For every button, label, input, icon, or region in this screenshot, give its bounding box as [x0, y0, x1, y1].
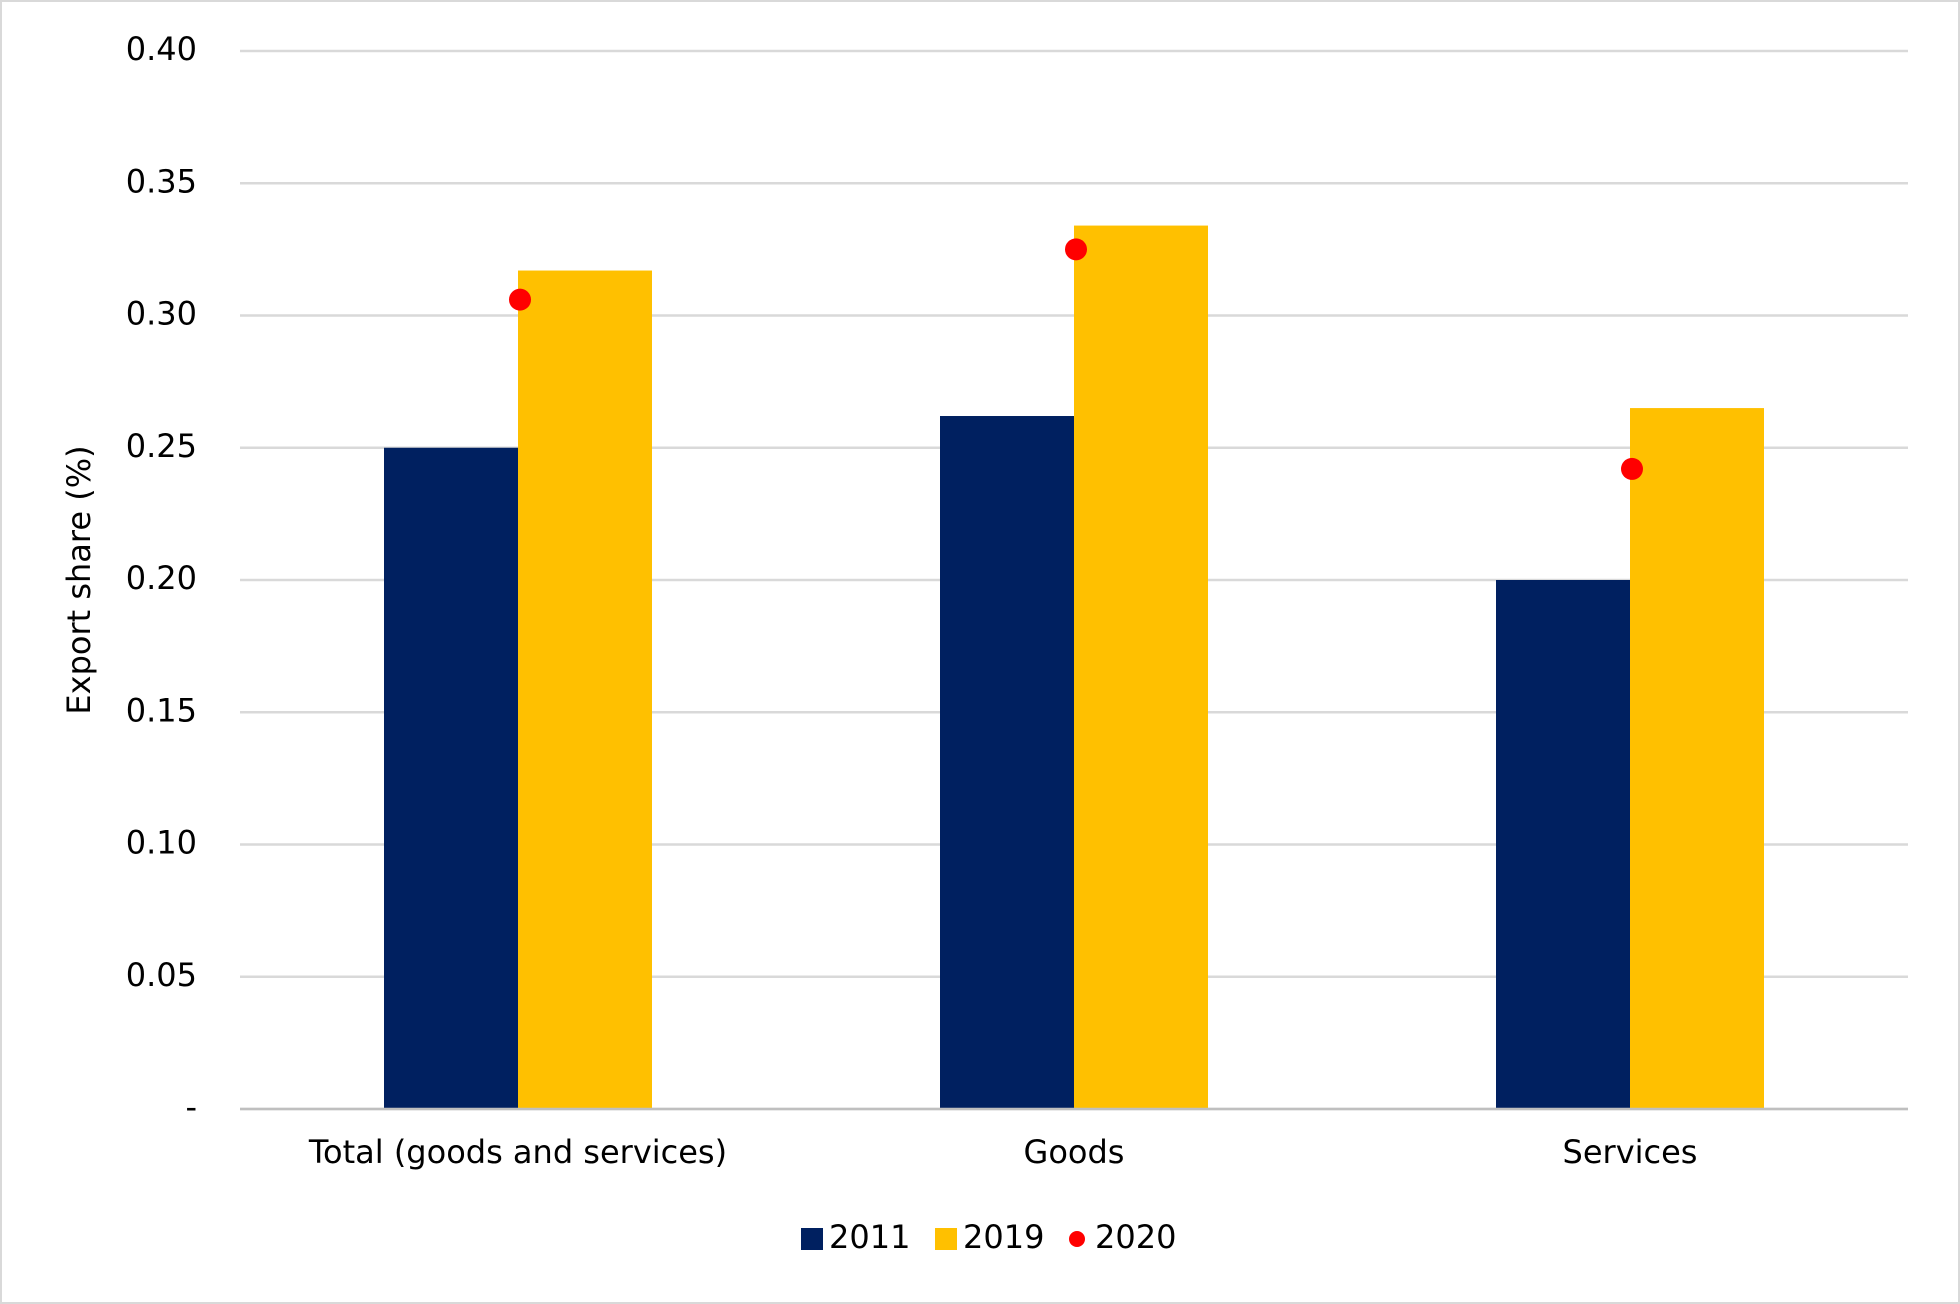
y-axis-title: Export share (%) [60, 445, 98, 714]
legend-swatch [801, 1228, 823, 1250]
legend-swatch [1069, 1231, 1085, 1247]
y-tick-label: 0.30 [126, 295, 197, 333]
dot [509, 288, 531, 311]
y-tick-label: 0.20 [126, 559, 197, 597]
legend-label: 2011 [829, 1218, 910, 1256]
x-tick-label: Services [1563, 1133, 1698, 1171]
x-tick-label: Total (goods and services) [308, 1133, 727, 1171]
x-tick-label: Goods [1024, 1133, 1125, 1171]
bar [518, 270, 652, 1109]
dot [1621, 457, 1643, 480]
legend-label: 2020 [1095, 1218, 1176, 1256]
bar [1630, 408, 1764, 1109]
bar [1074, 225, 1208, 1109]
y-tick-label: 0.40 [126, 30, 197, 68]
y-tick-label: 0.35 [126, 162, 197, 200]
legend-swatch [935, 1228, 957, 1250]
dot [1065, 238, 1087, 261]
y-tick-label: 0.25 [126, 427, 197, 465]
y-tick-label: - [185, 1088, 197, 1126]
y-tick-label: 0.15 [126, 691, 197, 729]
bar [384, 447, 518, 1109]
y-tick-label: 0.05 [126, 956, 197, 994]
legend-label: 2019 [963, 1218, 1044, 1256]
bar [1496, 580, 1630, 1109]
y-tick-label: 0.10 [126, 824, 197, 862]
bar [940, 416, 1074, 1109]
